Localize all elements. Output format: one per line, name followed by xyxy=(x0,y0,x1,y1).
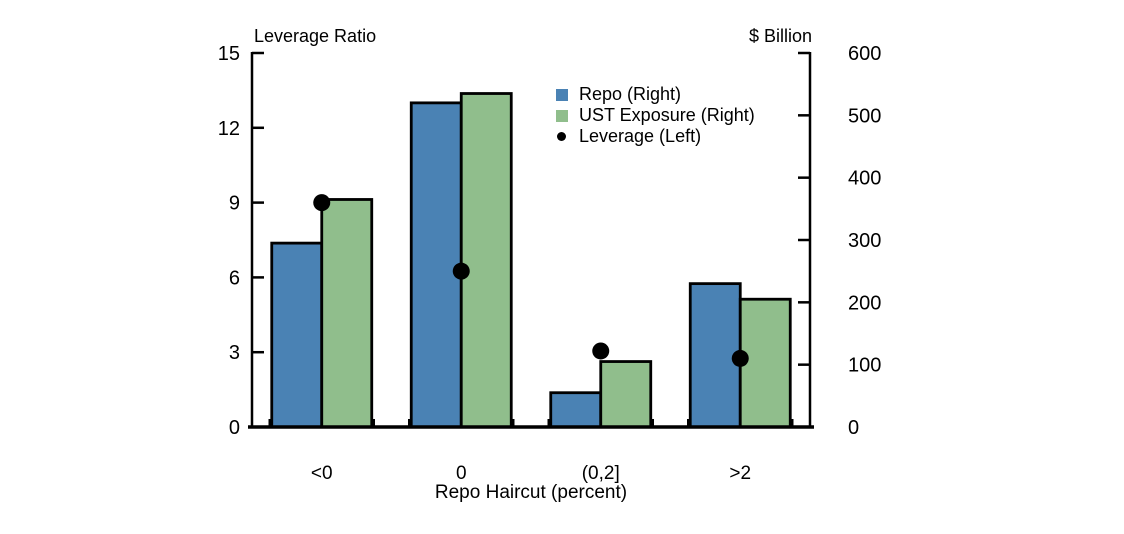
bar-ust-1 xyxy=(459,92,513,429)
x-category-label: (0,2] xyxy=(582,463,620,484)
leverage-dot-3 xyxy=(731,349,749,367)
left-axis-tick-label: 9 xyxy=(229,193,240,215)
x-category-label: 0 xyxy=(456,463,467,484)
x-axis-title: Repo Haircut (percent) xyxy=(434,482,628,503)
bar-ust-0 xyxy=(320,198,374,429)
bar-repo-2 xyxy=(549,391,603,429)
left-axis-tick-label: 0 xyxy=(229,417,240,439)
legend-label: UST Exposure (Right) xyxy=(579,105,755,125)
leverage-dot-0 xyxy=(313,194,331,212)
leverage-dot-1 xyxy=(452,262,470,280)
right-axis-title: $ Billion xyxy=(748,26,812,46)
left-axis-tick-label: 15 xyxy=(218,43,240,65)
leverage-dot-2 xyxy=(592,342,610,360)
legend-item-1: UST Exposure (Right) xyxy=(556,105,755,126)
legend-square-swatch xyxy=(556,109,568,122)
bar-ust-2 xyxy=(599,360,653,429)
legend-item-0: Repo (Right) xyxy=(556,84,755,105)
legend-label: Leverage (Left) xyxy=(579,126,702,146)
left-axis-title: Leverage Ratio xyxy=(254,26,377,46)
right-axis-tick-label: 200 xyxy=(848,292,881,314)
x-category-label: <0 xyxy=(311,463,333,484)
legend-square-swatch xyxy=(556,88,568,101)
left-axis-tick-label: 12 xyxy=(218,118,240,140)
left-axis-tick-label: 6 xyxy=(229,267,240,289)
bar-ust-3 xyxy=(738,297,792,429)
right-axis-tick-label: 600 xyxy=(848,43,881,65)
x-category-label: >2 xyxy=(729,463,751,484)
bar-repo-1 xyxy=(409,101,463,429)
right-axis-tick-label: 500 xyxy=(848,105,881,127)
right-axis-tick-label: 0 xyxy=(848,417,859,439)
legend: Repo (Right) UST Exposure (Right) Leverage… xyxy=(556,84,755,147)
bar-repo-0 xyxy=(270,241,324,429)
legend-label: Repo (Right) xyxy=(579,84,682,104)
right-axis-tick-label: 400 xyxy=(848,168,881,190)
left-axis-tick-label: 3 xyxy=(229,342,240,364)
right-axis-tick-label: 100 xyxy=(848,355,881,377)
legend-item-2: Leverage (Left) xyxy=(556,126,755,147)
right-axis-tick-label: 300 xyxy=(848,230,881,252)
legend-dot-marker xyxy=(557,132,566,141)
